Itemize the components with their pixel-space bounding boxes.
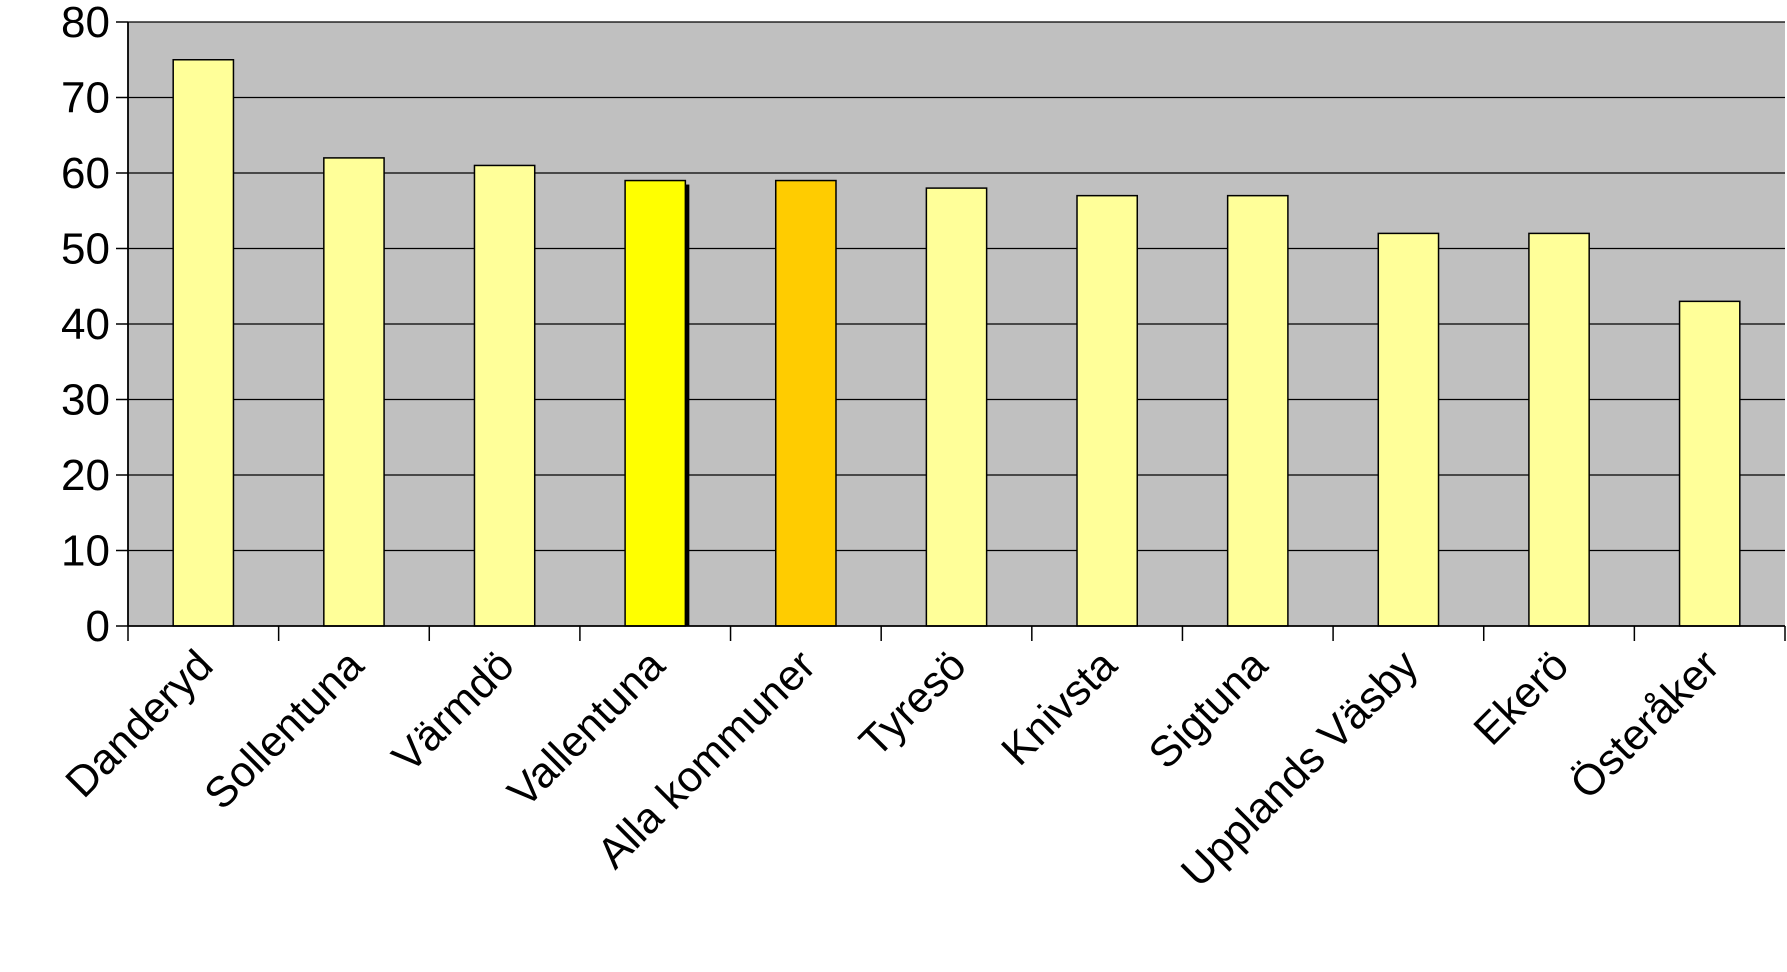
bar-värmdö <box>473 164 536 627</box>
bars <box>172 59 1741 627</box>
x-category-label: Österåker <box>1561 641 1728 808</box>
bar-tyresö <box>925 187 988 627</box>
y-tick-label: 20 <box>61 451 110 500</box>
bar-vallentuna <box>624 179 687 627</box>
y-axis-ticks: 0 10 20 30 40 50 60 70 80 <box>61 0 128 651</box>
bar-knivsta <box>1076 194 1139 627</box>
bar-sigtuna <box>1226 194 1289 627</box>
bar-alla-kommuner <box>774 179 837 627</box>
bar-österåker <box>1678 300 1741 627</box>
x-category-label: Sigtuna <box>1140 641 1277 778</box>
x-category-label: Sollentuna <box>195 641 373 819</box>
bar-sollentuna <box>323 157 385 627</box>
bar-danderyd <box>172 59 235 627</box>
x-category-label: Knivsta <box>993 641 1127 775</box>
y-tick-label: 0 <box>86 602 110 651</box>
x-category-label: Ekerö <box>1465 641 1578 754</box>
y-tick-label: 60 <box>61 149 110 198</box>
y-tick-label: 10 <box>61 527 110 576</box>
x-category-label: Värmdö <box>383 641 523 781</box>
y-tick-label: 70 <box>61 74 110 123</box>
x-category-label: Tyresö <box>850 641 975 766</box>
y-tick-label: 80 <box>61 0 110 47</box>
y-tick-label: 50 <box>61 225 110 274</box>
bar-upplands-väsby <box>1377 232 1440 627</box>
bar-ekerö <box>1528 232 1590 627</box>
y-tick-label: 30 <box>61 376 110 425</box>
y-tick-label: 40 <box>61 300 110 349</box>
